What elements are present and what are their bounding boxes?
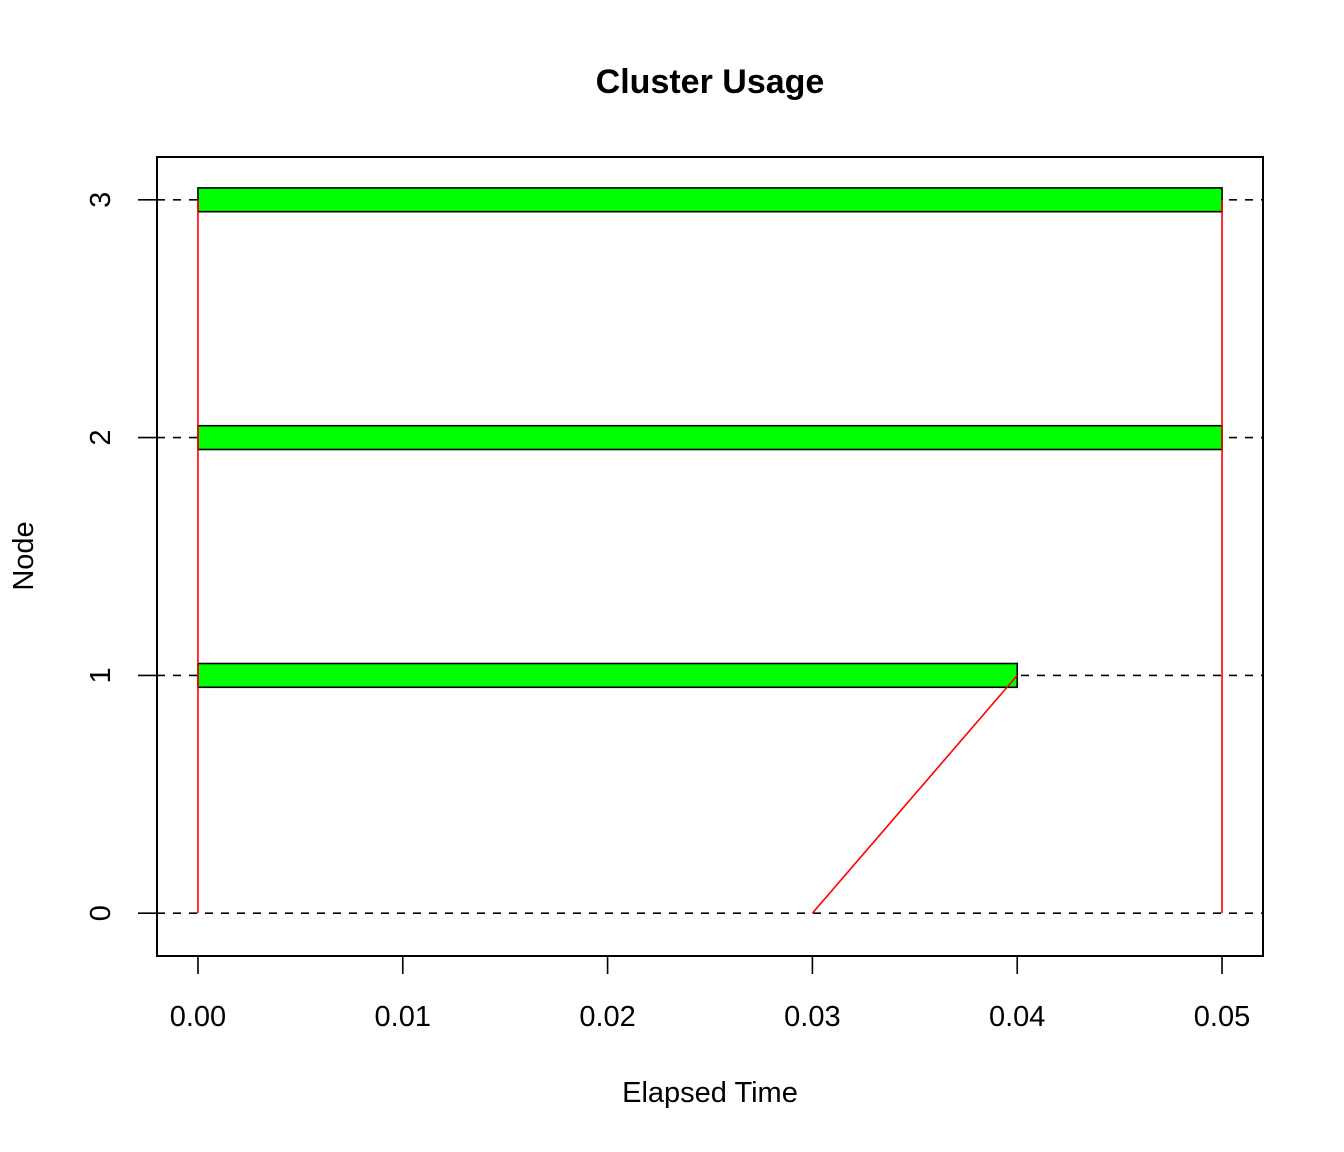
y-axis: 0 1 2 3	[85, 192, 158, 921]
x-tick-label-0.02: 0.02	[579, 1001, 635, 1033]
bar-node-2	[197, 424, 1223, 451]
x-tick-label-0.01: 0.01	[375, 1001, 431, 1033]
y-tick-label-3: 3	[85, 192, 117, 208]
bar-node-1	[197, 662, 1019, 689]
x-axis-label: Elapsed Time	[622, 1077, 798, 1109]
series-lines	[197, 199, 1223, 914]
x-tick-label-0.00: 0.00	[170, 1001, 226, 1033]
x-axis: 0.00 0.01 0.02 0.03 0.04 0.05	[170, 955, 1250, 1033]
bar-node-3	[197, 187, 1223, 213]
x-tick-label-0.04: 0.04	[989, 1001, 1045, 1033]
y-tick-label-2: 2	[85, 430, 117, 446]
y-tick-label-0: 0	[85, 905, 117, 921]
red-line-2	[811, 674, 1018, 914]
y-tick-label-1: 1	[85, 667, 117, 683]
y-axis-label: Node	[8, 521, 40, 590]
x-tick-label-0.03: 0.03	[784, 1001, 840, 1033]
x-tick-label-0.05: 0.05	[1194, 1001, 1250, 1033]
chart-title: Cluster Usage	[596, 63, 825, 101]
